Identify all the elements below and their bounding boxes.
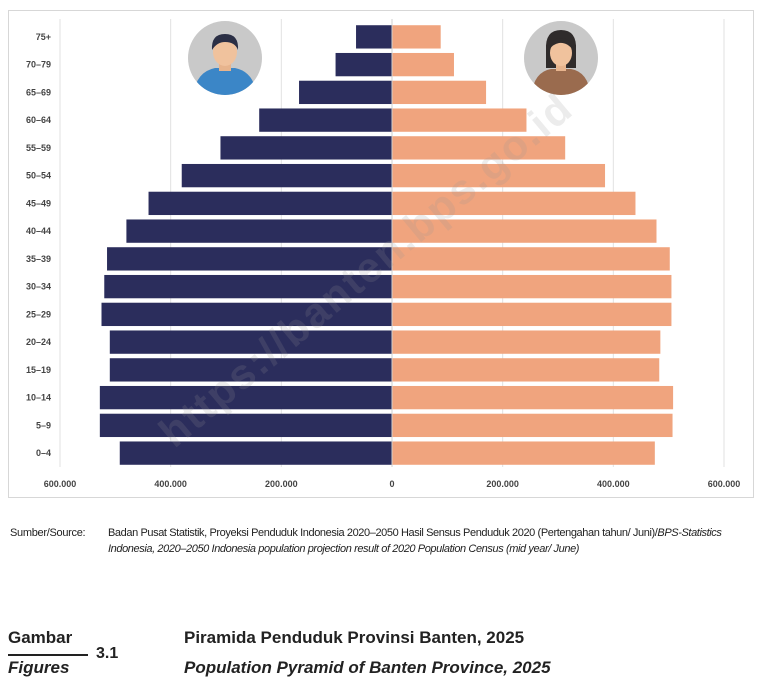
bar-left-6 <box>148 191 392 216</box>
bar-right-4 <box>392 136 566 160</box>
age-group-label: 20–24 <box>26 337 51 347</box>
bar-left-8 <box>107 247 393 271</box>
bar-right-3 <box>392 108 527 132</box>
x-tick-label: 400.000 <box>154 479 187 489</box>
age-group-label: 15–19 <box>26 365 51 375</box>
bar-left-11 <box>109 330 393 354</box>
age-group-label: 55–59 <box>26 143 51 153</box>
age-group-label: 30–34 <box>26 282 51 292</box>
bar-right-13 <box>392 385 674 410</box>
bar-right-11 <box>392 330 661 354</box>
bar-right-8 <box>392 247 670 271</box>
figure-title-id: Piramida Penduduk Provinsi Banten, 2025 <box>184 628 525 647</box>
bar-left-1 <box>335 52 392 77</box>
bar-left-12 <box>109 358 393 382</box>
x-tick-label: 200.000 <box>486 479 519 489</box>
age-group-label: 60–64 <box>26 115 51 125</box>
bar-right-15 <box>392 441 655 465</box>
figure-title-en: Population Pyramid of Banten Province, 2… <box>184 658 551 677</box>
gambar-label: Gambar <box>8 628 73 647</box>
bar-left-14 <box>99 413 392 438</box>
age-group-label: 35–39 <box>26 254 51 264</box>
bar-left-7 <box>126 219 393 243</box>
female-avatar-icon <box>524 21 598 95</box>
bar-left-10 <box>101 302 392 327</box>
bar-right-1 <box>392 52 454 77</box>
bar-right-0 <box>392 25 441 49</box>
bar-right-9 <box>392 274 672 299</box>
age-group-label: 65–69 <box>26 87 51 97</box>
figure-number: 3.1 <box>96 645 119 662</box>
source-text-en: BPS-Statistics Indonesia, 2020–2050 Indo… <box>108 527 722 555</box>
caption-rule <box>8 654 88 656</box>
source-text: Badan Pusat Statistik, Proyeksi Penduduk… <box>108 527 722 555</box>
x-tick-label: 0 <box>389 479 394 489</box>
male-avatar-icon <box>188 21 262 95</box>
x-tick-label: 400.000 <box>597 479 630 489</box>
population-pyramid-chart: 75+ 70–79 65–69 60–64 55–59 50–54 45–49 40–44 35… <box>26 19 741 489</box>
age-group-label: 0–4 <box>36 448 51 458</box>
bar-right-12 <box>392 358 660 382</box>
bar-left-13 <box>99 385 392 410</box>
bar-left-5 <box>181 163 392 188</box>
age-group-label: 50–54 <box>26 171 51 181</box>
bar-left-9 <box>104 274 393 299</box>
bar-left-15 <box>119 441 392 465</box>
x-tick-label: 600.000 <box>44 479 77 489</box>
bar-right-14 <box>392 413 673 438</box>
bar-right-7 <box>392 219 657 243</box>
bar-right-2 <box>392 80 487 105</box>
figures-label: Figures <box>8 658 70 677</box>
bar-right-10 <box>392 302 672 327</box>
age-group-label: 25–29 <box>26 309 51 319</box>
source-label: Sumber/Source: <box>10 527 86 539</box>
age-group-label: 40–44 <box>26 226 51 236</box>
bar-right-5 <box>392 163 606 188</box>
x-tick-label: 600.000 <box>708 479 741 489</box>
chart-frame: 75+ 70–79 65–69 60–64 55–59 50–54 45–49 40–44 35… <box>8 10 754 498</box>
bar-left-2 <box>299 80 392 105</box>
age-group-label: 75+ <box>36 32 51 42</box>
age-group-label: 5–9 <box>36 420 51 430</box>
age-group-label: 70–79 <box>26 60 51 70</box>
bar-left-0 <box>356 25 392 49</box>
bar-left-3 <box>259 108 392 132</box>
figure-caption: Gambar Figures 3.1 Piramida Penduduk Pro… <box>8 628 768 683</box>
age-group-label: 45–49 <box>26 198 51 208</box>
bar-left-4 <box>220 136 392 160</box>
age-group-label: 10–14 <box>26 393 51 403</box>
bar-right-6 <box>392 191 636 216</box>
x-tick-label: 200.000 <box>265 479 298 489</box>
